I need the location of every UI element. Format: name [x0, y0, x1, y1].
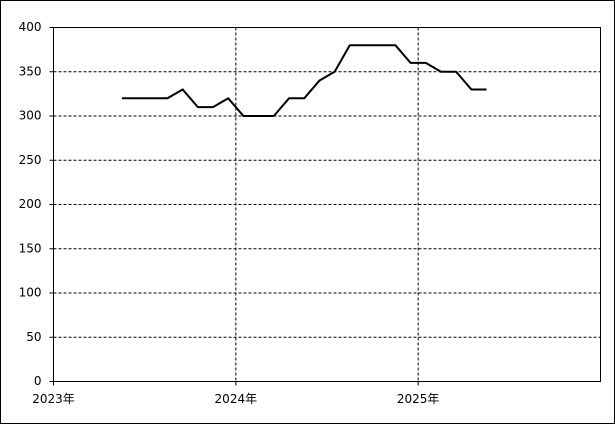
x-tick-label: 2024年	[215, 392, 258, 406]
data-line	[121, 44, 487, 117]
plot-area	[53, 27, 601, 382]
x-tick-label: 2025年	[397, 392, 440, 406]
y-tick-label: 200	[19, 197, 42, 211]
y-tick-label: 0	[34, 374, 42, 388]
y-tick-label: 150	[19, 241, 42, 255]
y-tick-label: 300	[19, 109, 42, 123]
y-tick-label: 400	[19, 20, 42, 34]
x-tick-label: 2023年	[32, 392, 75, 406]
y-tick-label: 50	[26, 330, 41, 344]
y-tick-label: 250	[19, 153, 42, 167]
y-tick-label: 350	[19, 64, 42, 78]
y-tick-label: 100	[19, 286, 42, 300]
